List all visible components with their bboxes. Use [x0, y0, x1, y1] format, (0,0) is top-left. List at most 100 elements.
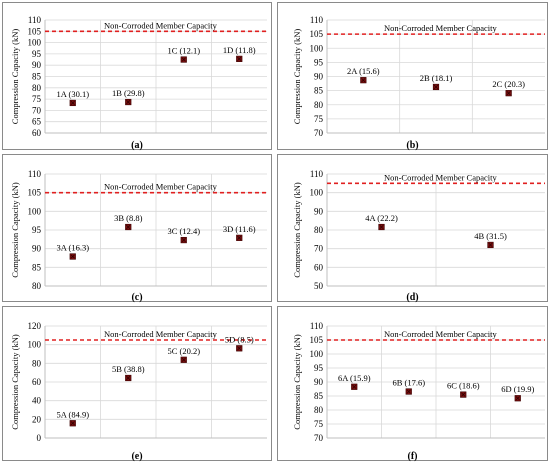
data-point-label: 1D (11.8)	[223, 45, 256, 55]
y-axis-title: Compression Capacity (kN)	[10, 182, 20, 278]
data-point-cross	[352, 384, 357, 389]
y-tick-label: 100	[28, 206, 42, 216]
y-tick-label: 80	[32, 83, 42, 93]
data-point-cross	[361, 78, 366, 83]
chart-panel: 70 75 80 85 90 95 100 105 110 Compression Capacit…	[277, 306, 548, 462]
data-point-label: 4B (31.5)	[474, 231, 507, 241]
y-tick-label: 110	[310, 15, 324, 25]
data-point-label: 6B (17.6)	[392, 378, 425, 388]
data-point-cross	[433, 84, 439, 89]
y-tick-label: 95	[32, 49, 42, 59]
y-tick-label: 80	[32, 358, 42, 368]
y-tick-label: 65	[32, 117, 42, 127]
y-tick-label: 20	[32, 414, 42, 424]
panel-border	[277, 306, 548, 461]
data-point-label: 1A (30.1)	[56, 89, 89, 99]
y-tick-label: 80	[314, 405, 324, 415]
data-point-cross	[488, 242, 493, 247]
data-point-cross	[70, 254, 75, 259]
panel-caption: (f)	[408, 451, 418, 462]
panel-caption: (a)	[131, 140, 143, 151]
y-tick-label: 85	[314, 391, 324, 401]
y-tick-label: 60	[32, 128, 42, 138]
y-axis-title: Compression Capacity (kN)	[292, 334, 302, 430]
data-point-cross	[181, 238, 186, 243]
y-axis-title: Compression Capacity (kN)	[10, 29, 20, 125]
reference-line-label: Non-Corroded Member Capacity	[104, 20, 218, 30]
y-tick-label: 85	[314, 86, 324, 96]
chart-panel: 70 75 80 85 90 95 100 105 110 Compression Capacit…	[277, 2, 548, 151]
panel-caption: (c)	[131, 292, 142, 303]
y-tick-label: 105	[310, 29, 324, 39]
panel-border	[2, 306, 272, 461]
y-tick-label: 85	[32, 72, 42, 82]
y-tick-label: 85	[32, 262, 42, 272]
data-point-cross	[70, 421, 75, 426]
y-tick-label: 70	[314, 433, 324, 443]
data-point-label: 3C (12.4)	[167, 226, 200, 236]
data-point-label: 3D (11.6)	[223, 224, 256, 234]
y-tick-label: 100	[310, 349, 324, 359]
y-tick-label: 60	[314, 262, 324, 272]
data-point-label: 2A (15.6)	[347, 66, 380, 76]
data-point-cross	[237, 56, 242, 61]
y-tick-label: 95	[314, 363, 324, 373]
panel-caption: (b)	[406, 140, 418, 151]
data-point-label: 3B (8.8)	[114, 213, 143, 223]
chart-panel: 80 85 90 95 100 105 110 Compression Capacity (k…	[2, 154, 272, 303]
y-tick-label: 90	[314, 72, 324, 82]
y-tick-label: 75	[314, 419, 324, 429]
data-point-label: 1B (29.8)	[112, 88, 145, 98]
panel-border	[2, 2, 272, 150]
reference-line-label: Non-Corroded Member Capacity	[104, 329, 218, 339]
y-tick-label: 70	[32, 105, 42, 115]
y-tick-label: 90	[32, 244, 42, 254]
panel-border	[277, 154, 548, 302]
y-tick-label: 75	[32, 94, 42, 104]
data-point-label: 2C (20.3)	[492, 79, 525, 89]
data-point-cross	[126, 99, 131, 105]
y-tick-label: 105	[28, 26, 42, 36]
data-point-cross	[506, 91, 511, 96]
y-tick-label: 100	[28, 340, 42, 350]
y-tick-label: 90	[32, 60, 42, 70]
y-tick-label: 80	[314, 225, 324, 235]
chart-panel: 0 20 40 60 80 100 120 Compression Capacity (kN)…	[2, 306, 272, 462]
data-point-cross	[126, 375, 131, 381]
y-tick-label: 90	[314, 377, 324, 387]
y-tick-label: 40	[32, 396, 42, 406]
data-point-label: 3A (16.3)	[56, 243, 89, 253]
y-tick-label: 105	[28, 188, 42, 198]
chart-panel: 50 60 70 80 90 100 110 Compression Capacity (kN…	[277, 154, 548, 303]
reference-line-label: Non-Corroded Member Capacity	[384, 329, 498, 339]
y-tick-label: 100	[310, 43, 324, 53]
data-point-label: 6D (19.9)	[501, 384, 534, 394]
y-axis-title: Compression Capacity (kN)	[10, 334, 20, 430]
data-point-cross	[237, 346, 242, 351]
data-point-label: 2B (18.1)	[420, 73, 453, 83]
y-tick-label: 110	[310, 321, 324, 331]
y-tick-label: 70	[314, 244, 324, 254]
data-point-cross	[70, 100, 75, 105]
data-point-label: 6C (18.6)	[447, 381, 480, 391]
data-point-label: 5C (20.2)	[167, 346, 200, 356]
y-tick-label: 0	[37, 433, 42, 443]
data-point-cross	[181, 357, 186, 362]
data-point-label: 1C (12.1)	[167, 46, 200, 56]
data-point-label: 5D (8.5)	[225, 334, 254, 344]
y-tick-label: 100	[310, 188, 324, 198]
data-point-cross	[126, 224, 131, 230]
panel-border	[2, 154, 272, 302]
y-tick-label: 95	[32, 225, 42, 235]
y-tick-label: 95	[314, 57, 324, 67]
y-tick-label: 110	[28, 169, 42, 179]
y-tick-label: 80	[32, 281, 42, 291]
y-tick-label: 110	[310, 169, 324, 179]
reference-line-label: Non-Corroded Member Capacity	[384, 172, 498, 182]
reference-line-label: Non-Corroded Member Capacity	[384, 23, 498, 33]
y-tick-label: 70	[314, 128, 324, 138]
y-tick-label: 120	[28, 321, 42, 331]
data-point-label: 6A (15.9)	[338, 373, 371, 383]
y-tick-label: 60	[32, 377, 42, 387]
